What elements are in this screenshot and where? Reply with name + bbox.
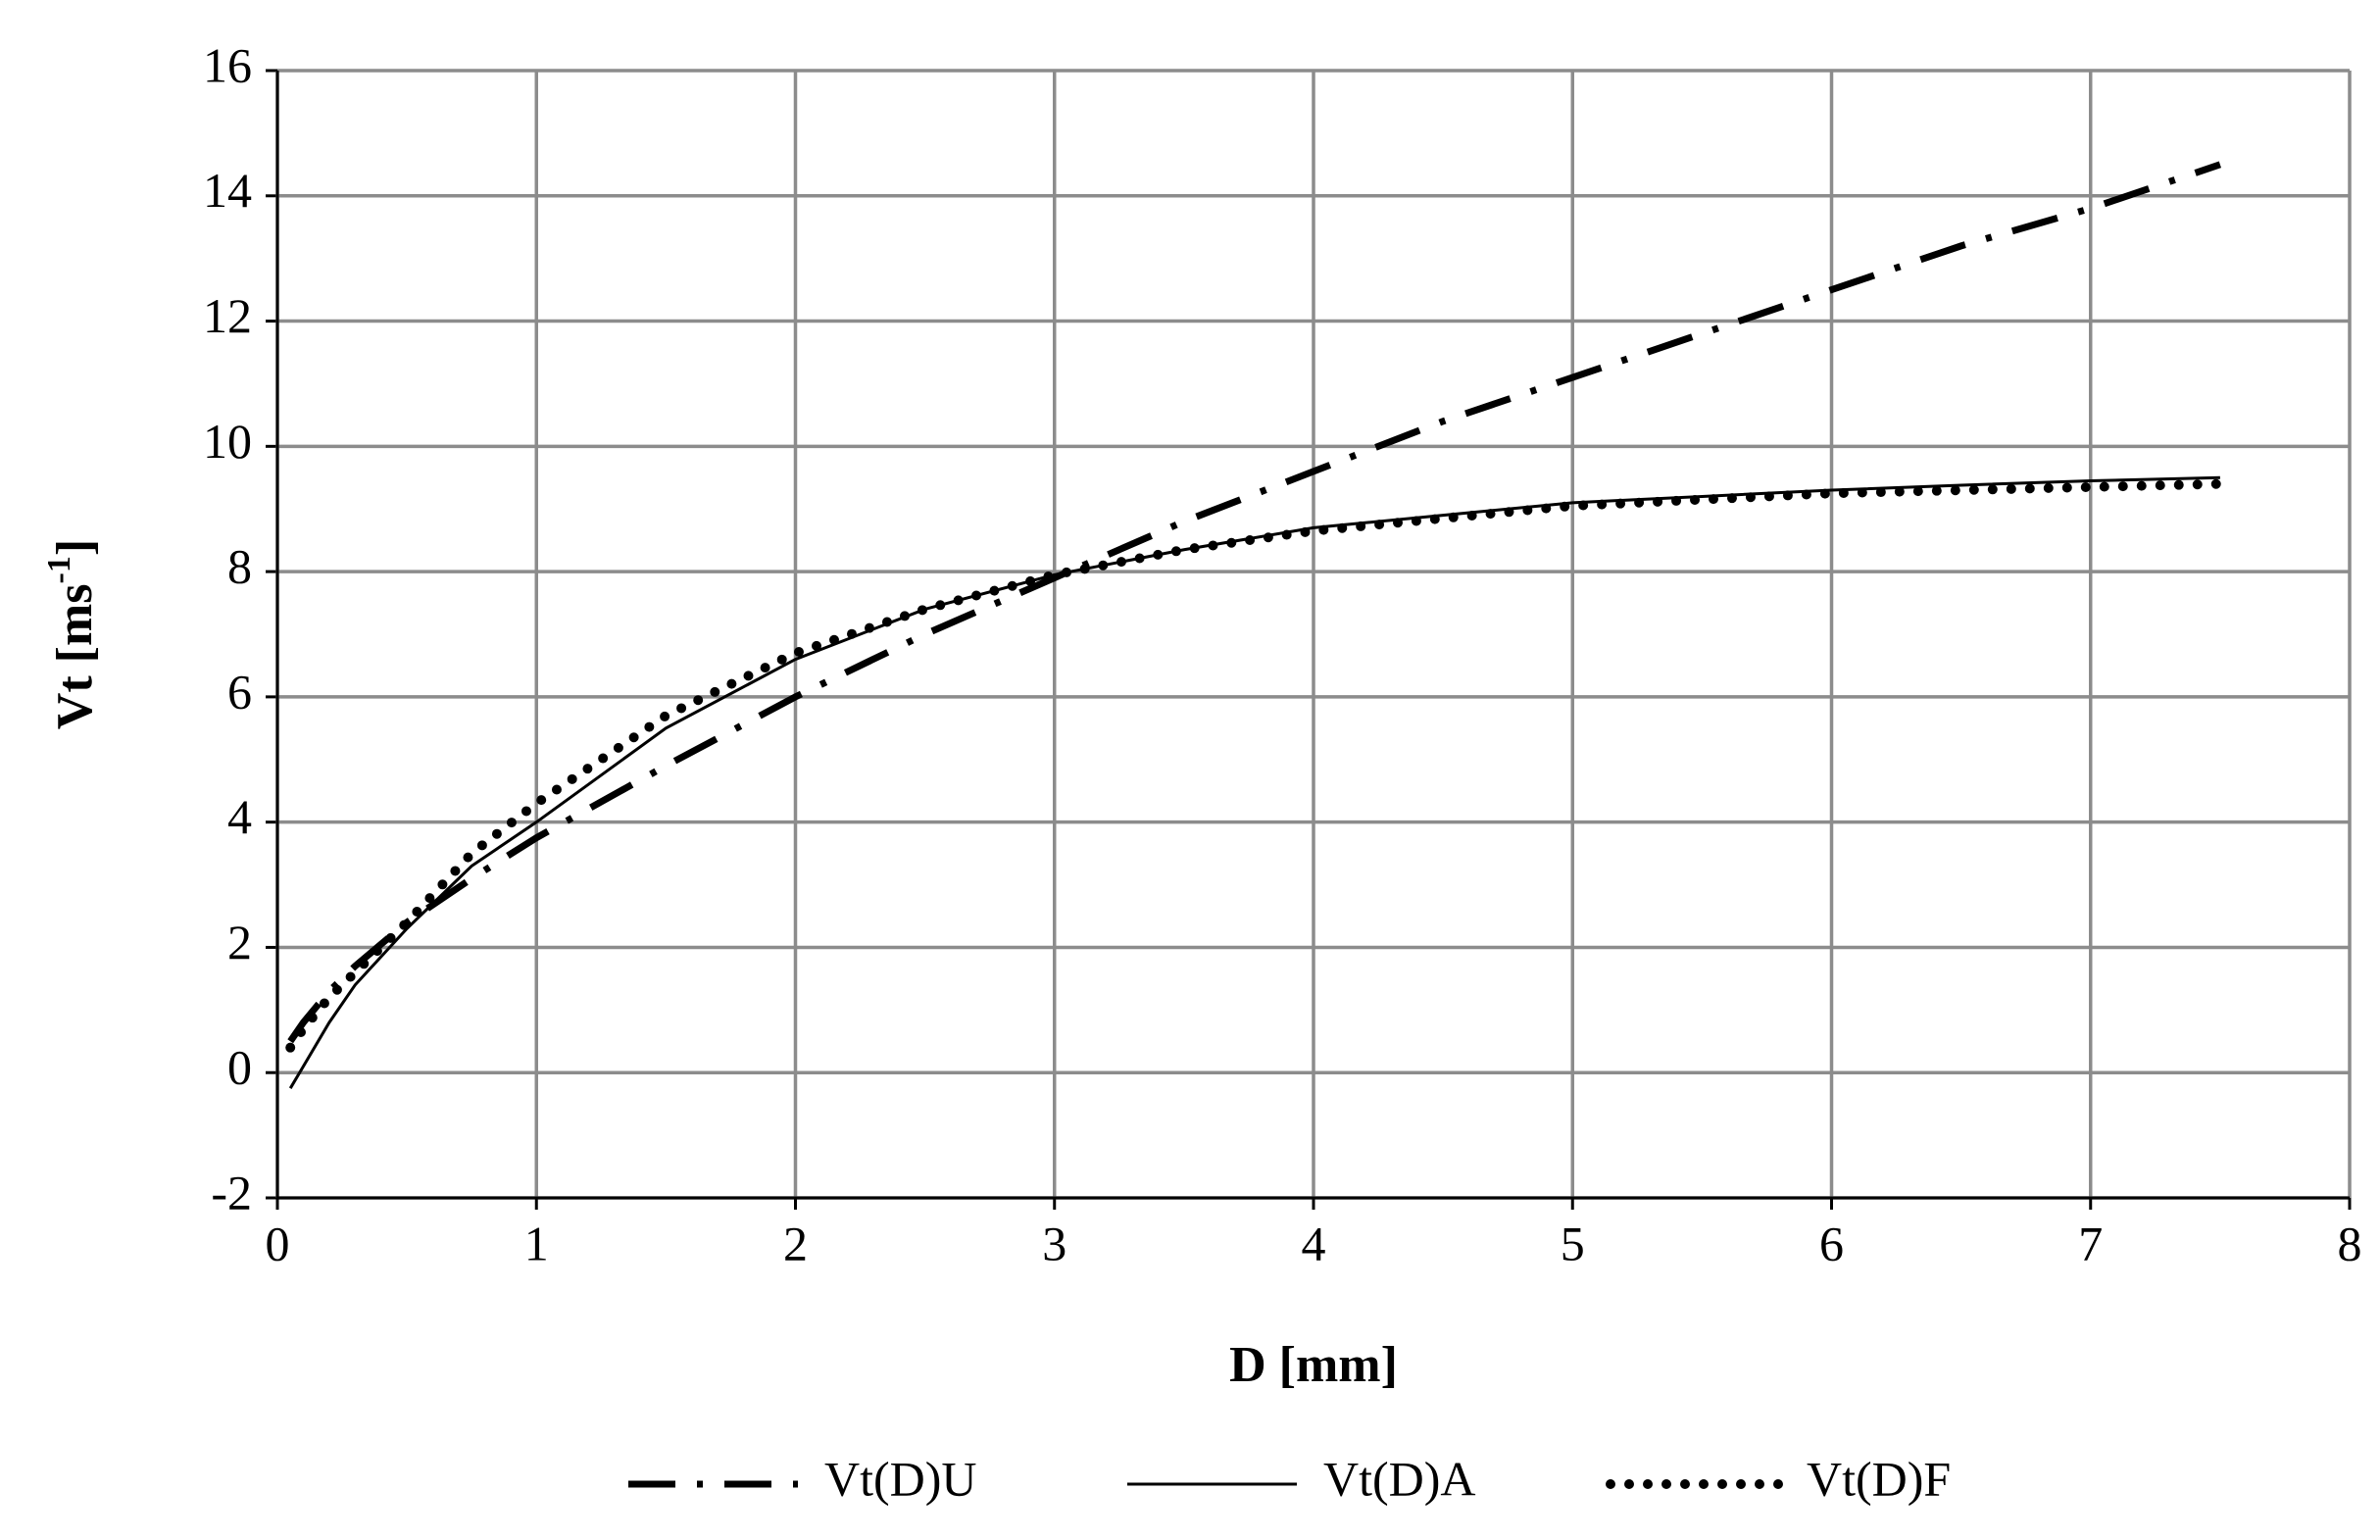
x-tick-label: 3 bbox=[1042, 1216, 1066, 1270]
y-tick-label: -2 bbox=[211, 1165, 252, 1219]
x-tick-label: 7 bbox=[2078, 1216, 2103, 1270]
legend-label: Vt(D)U bbox=[824, 1451, 977, 1506]
x-tick-label: 8 bbox=[2338, 1216, 2362, 1270]
x-tick-label: 2 bbox=[783, 1216, 808, 1270]
x-tick-label: 4 bbox=[1302, 1216, 1326, 1270]
y-tick-label: 8 bbox=[227, 539, 252, 594]
x-tick-label: 1 bbox=[524, 1216, 549, 1270]
y-tick-label: 0 bbox=[227, 1040, 252, 1095]
legend-label: Vt(D)F bbox=[1807, 1451, 1951, 1506]
y-tick-label: 2 bbox=[227, 915, 252, 969]
y-label-superscript: -1 bbox=[41, 556, 77, 583]
y-tick-label: 4 bbox=[227, 789, 252, 844]
y-tick-label: 10 bbox=[203, 414, 252, 469]
y-label-text: Vt [ms bbox=[47, 583, 103, 729]
y-tick-label: 12 bbox=[203, 288, 252, 343]
x-axis-label: D [mm] bbox=[1229, 1337, 1398, 1393]
y-axis-label: Vt [ms-1] bbox=[41, 539, 103, 729]
series-line bbox=[288, 475, 2220, 1089]
series-line bbox=[287, 161, 2222, 1044]
y-tick-label: 16 bbox=[203, 37, 252, 92]
legend-label: Vt(D)A bbox=[1323, 1451, 1476, 1506]
y-label-text: ] bbox=[47, 539, 103, 556]
y-tick-label: 6 bbox=[227, 664, 252, 719]
series-line bbox=[285, 478, 2225, 1053]
x-tick-label: 6 bbox=[1819, 1216, 1844, 1270]
x-tick-label: 0 bbox=[266, 1216, 290, 1270]
y-tick-label: 14 bbox=[203, 163, 252, 218]
x-tick-label: 5 bbox=[1561, 1216, 1585, 1270]
